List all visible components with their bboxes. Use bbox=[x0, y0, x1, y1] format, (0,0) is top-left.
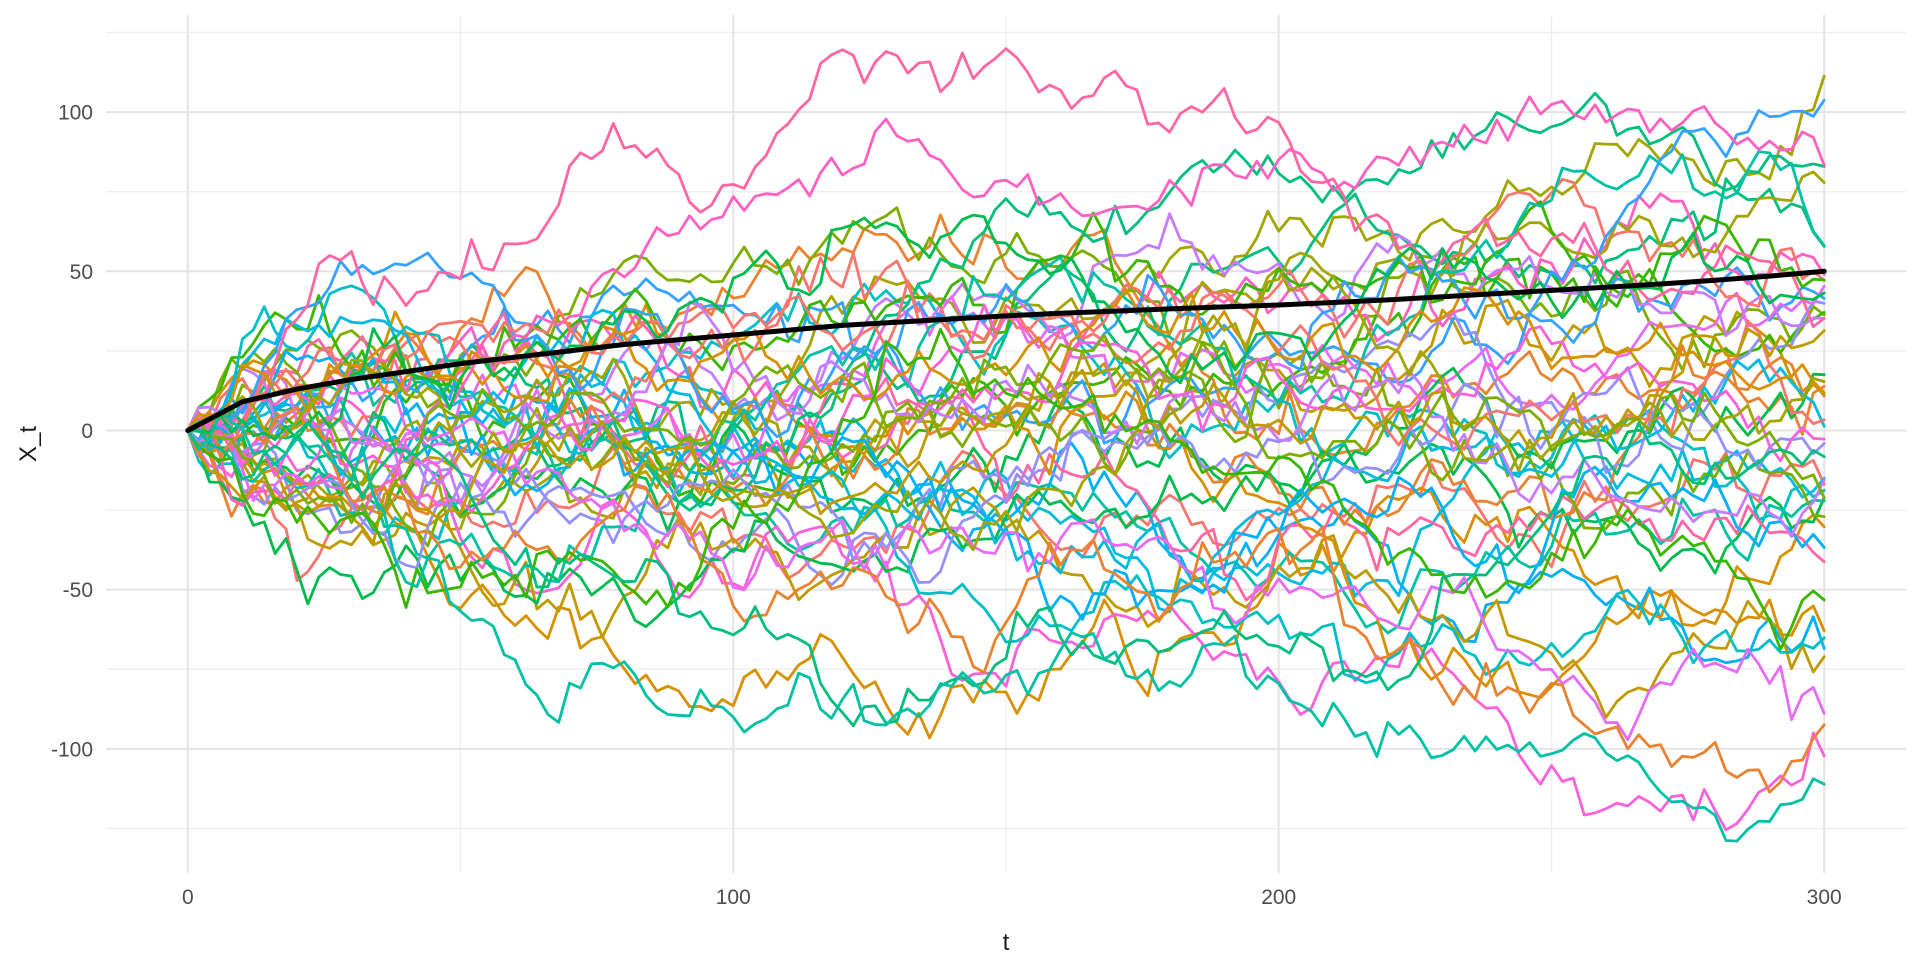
axis-tick-labels: -100 -50 0 50 100 0 100 200 300 bbox=[51, 102, 1842, 909]
x-tick-label: 200 bbox=[1261, 886, 1296, 909]
y-axis-title: X_t bbox=[15, 426, 42, 462]
random-walk-path bbox=[186, 192, 1826, 460]
random-walk-path bbox=[186, 74, 1826, 531]
y-tick-label: 0 bbox=[81, 420, 93, 443]
random-walk-path bbox=[186, 47, 1826, 459]
random-walk-path bbox=[186, 251, 1826, 552]
mean-line-layer bbox=[185, 268, 1827, 433]
random-walk-path bbox=[186, 91, 1826, 512]
random-walk-path bbox=[186, 177, 1826, 438]
random-walk-path bbox=[186, 405, 1826, 794]
random-walk-path bbox=[186, 381, 1826, 584]
random-walk-path bbox=[186, 366, 1826, 628]
random-walk-path bbox=[186, 200, 1826, 432]
y-tick-label: 50 bbox=[70, 261, 93, 284]
x-tick-label: 0 bbox=[182, 886, 194, 909]
y-tick-label: -50 bbox=[63, 579, 93, 602]
x-tick-label: 100 bbox=[716, 886, 751, 909]
random-walk-path bbox=[186, 300, 1826, 538]
random-walk-path bbox=[186, 95, 1826, 512]
random-walk-path bbox=[186, 387, 1826, 665]
random-walk-trajectories bbox=[186, 47, 1826, 843]
random-walk-path bbox=[186, 327, 1826, 545]
random-walk-path bbox=[186, 213, 1826, 441]
random-walk-path bbox=[186, 396, 1826, 832]
y-tick-label: -100 bbox=[51, 738, 93, 761]
major-gridlines bbox=[106, 15, 1906, 873]
random-walk-path bbox=[186, 415, 1826, 742]
y-tick-label: 100 bbox=[58, 102, 93, 125]
x-tick-label: 300 bbox=[1807, 886, 1842, 909]
random-walk-path bbox=[186, 303, 1826, 699]
random-walk-path bbox=[186, 213, 1826, 457]
mean-path bbox=[185, 268, 1827, 433]
random-walk-path bbox=[186, 327, 1826, 651]
x-axis-title: t bbox=[1003, 929, 1010, 956]
random-walk-path bbox=[186, 308, 1826, 583]
random-walk-path bbox=[186, 279, 1826, 451]
random-walk-path bbox=[186, 429, 1826, 740]
random-walk-path bbox=[186, 333, 1826, 529]
random-walk-path bbox=[186, 421, 1826, 728]
random-walk-path bbox=[186, 409, 1826, 843]
random-walk-path bbox=[186, 347, 1826, 548]
random-walk-path bbox=[186, 150, 1826, 584]
random-walk-path bbox=[186, 206, 1826, 432]
